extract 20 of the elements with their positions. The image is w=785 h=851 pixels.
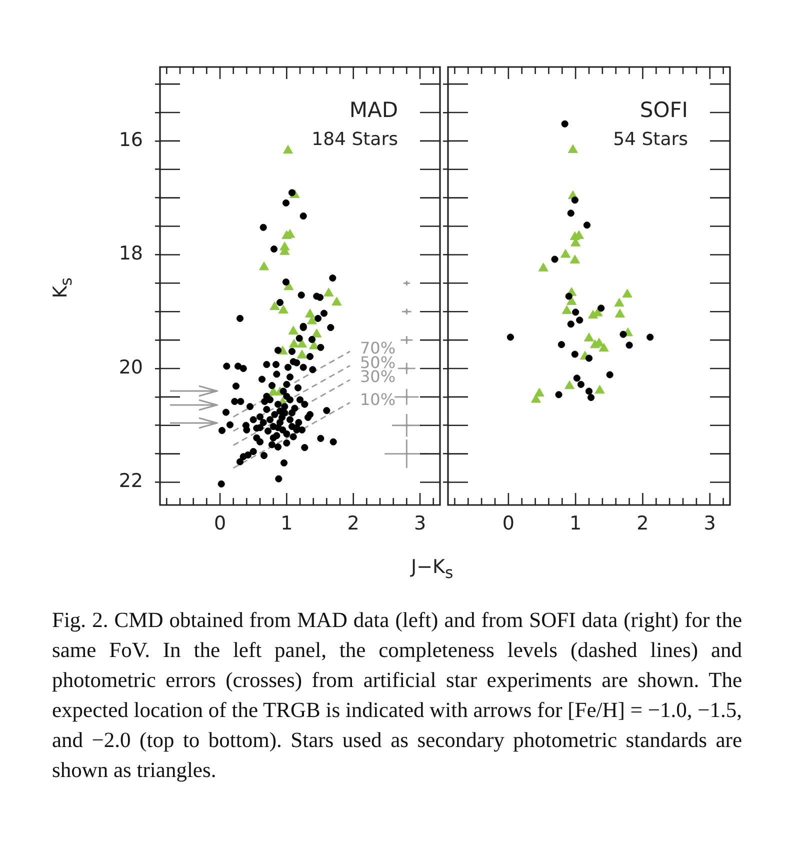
text: 54 Stars bbox=[613, 129, 688, 150]
x-tick-label: 1 bbox=[570, 512, 582, 534]
y-tick-label: 16 bbox=[118, 128, 143, 151]
series-label: 10% bbox=[360, 390, 396, 409]
x-axis-title: J−K$_{s}$ bbox=[411, 556, 454, 582]
x-tick-label: 2 bbox=[347, 512, 360, 534]
x-tick-label: 3 bbox=[414, 512, 426, 534]
text: 184 Stars bbox=[312, 129, 398, 150]
series-label: 30% bbox=[360, 367, 396, 386]
x-tick-label: 1 bbox=[280, 512, 293, 534]
text: SOFI bbox=[640, 98, 688, 122]
caption: Fig. 2. CMD obtained from MAD data (left) and from SOFI data (right) for the same FoV. In the left panel, the completeness levels (dashed lines) and photometric errors (crosses) from artificial star experiments are shown. The expected location of the TRGB is indicated with arrows for [Fe/H] = −1.0, −1.5, and −2.0 (top to bottom). Stars used as secondary photometric standards are shown as triangles. bbox=[52, 607, 742, 784]
x-tick-label: 0 bbox=[502, 512, 514, 534]
y-tick-label: 18 bbox=[118, 242, 143, 265]
x-tick-label: 2 bbox=[636, 512, 649, 534]
y-tick-label: 22 bbox=[118, 470, 143, 492]
x-tick-label: 3 bbox=[704, 512, 716, 534]
text: MAD bbox=[349, 98, 398, 122]
y-tick-label: 20 bbox=[118, 356, 143, 378]
x-tick-label: 0 bbox=[214, 512, 226, 534]
